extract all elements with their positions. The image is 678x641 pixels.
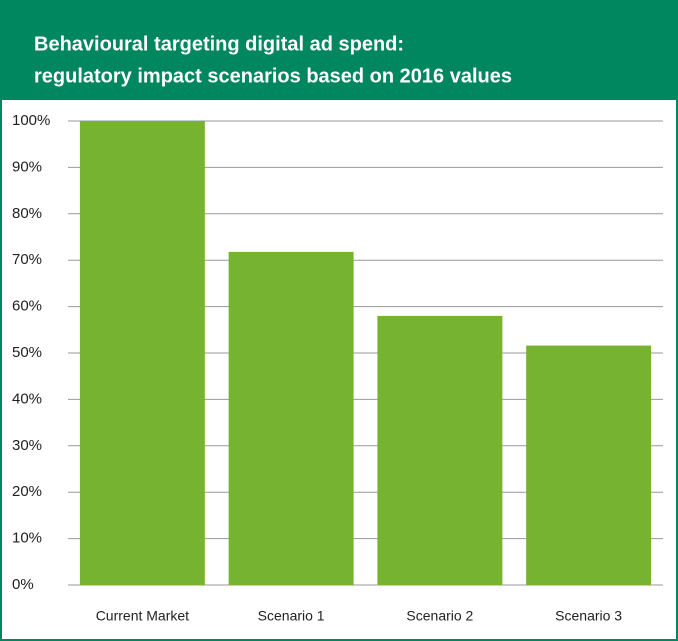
bar	[79, 121, 205, 585]
y-tick-label: 50%	[12, 344, 42, 361]
y-tick-label: 70%	[12, 251, 42, 268]
y-tick-label: 30%	[12, 437, 42, 454]
y-tick-label: 60%	[12, 298, 42, 315]
bar	[228, 251, 354, 585]
y-tick-label: 0%	[12, 576, 34, 593]
y-tick-label: 20%	[12, 483, 42, 500]
bar	[526, 345, 652, 585]
x-tick-label: Scenario 3	[555, 608, 622, 624]
chart-title: Behavioural targeting digital ad spend:	[34, 33, 404, 55]
y-tick-label: 90%	[12, 158, 42, 175]
y-tick-label: 40%	[12, 390, 42, 407]
header	[0, 0, 678, 100]
y-tick-label: 10%	[12, 530, 42, 547]
y-tick-label: 80%	[12, 205, 42, 222]
bar	[377, 315, 503, 585]
x-tick-label: Current Market	[96, 608, 189, 624]
y-tick-label: 100%	[12, 112, 50, 129]
x-tick-label: Scenario 2	[406, 608, 473, 624]
x-tick-label: Scenario 1	[258, 608, 325, 624]
chart-title: regulatory impact scenarios based on 201…	[34, 65, 512, 87]
